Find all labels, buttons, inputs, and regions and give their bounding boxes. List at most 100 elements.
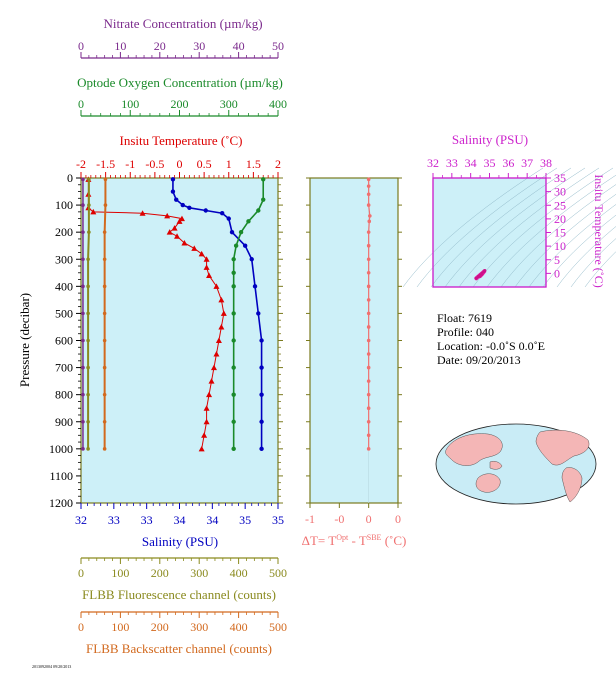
ts-x-tick-label: 37 — [521, 156, 533, 170]
temperature-point — [213, 283, 220, 289]
backscatter-series — [102, 177, 108, 451]
fluorescence-tick-label: 400 — [230, 566, 248, 580]
temperature-point — [164, 212, 171, 219]
delta-t-point — [366, 311, 371, 316]
oxygen-point — [231, 284, 236, 289]
delta-t-series — [366, 177, 372, 451]
temperature-point — [206, 391, 213, 398]
salinity-point — [187, 205, 192, 210]
delta-t-sup-sbe: SBE — [367, 533, 382, 542]
salinity-axis: 32 33 33 34 34 35 35 — [75, 503, 284, 527]
ts-x-tick-label: 35 — [484, 156, 496, 170]
backscatter-tick-label: 100 — [111, 620, 129, 634]
pressure-tick-label: 400 — [55, 279, 73, 293]
nitrate-tick-label: 20 — [154, 39, 166, 53]
pressure-tick-label: 500 — [55, 306, 73, 320]
oxygen-series — [231, 177, 266, 452]
nitrate-point — [81, 365, 85, 370]
oxygen-point — [256, 208, 261, 213]
fluorescence-point — [86, 311, 90, 316]
salinity-point — [259, 392, 264, 397]
fluorescence-tick-label: 500 — [269, 566, 287, 580]
salinity-point — [170, 177, 176, 182]
delta-t-point — [366, 203, 371, 207]
oxygen-point — [233, 243, 239, 248]
nitrate-point — [81, 392, 85, 397]
oxygen-tick-label: 200 — [171, 97, 189, 111]
nitrate-tick-label: 0 — [78, 39, 84, 53]
ts-isopycnal — [584, 251, 616, 288]
ts-isopycnal — [500, 184, 616, 288]
ts-isopycnal — [514, 193, 616, 288]
salinity-tick-label: 34 — [174, 513, 186, 527]
salinity-point — [226, 216, 231, 221]
backscatter-point — [102, 419, 107, 424]
profile-plot-area — [80, 177, 279, 504]
delta-t-tick-label: -1 — [305, 512, 315, 526]
ts-y-tick-label: 30 — [554, 185, 566, 199]
pressure-tick-label: 1000 — [49, 442, 73, 456]
salinity-point — [229, 229, 235, 235]
temperature-axis-title: Insitu Temperature (˚C) — [119, 133, 242, 148]
salinity-tick-label: 35 — [272, 513, 284, 527]
delta-t-point — [367, 219, 372, 224]
temperature-point — [198, 250, 205, 257]
info-float: Float: 7619 — [437, 311, 492, 325]
pressure-tick-label: 200 — [55, 225, 73, 239]
backscatter-point — [103, 203, 108, 207]
temperature-tick-label: -1 — [125, 157, 135, 171]
temperature-tick-label: 2 — [275, 157, 281, 171]
oxygen-point — [231, 446, 236, 452]
ts-plot-area — [432, 177, 547, 288]
ts-isopycnal — [444, 167, 586, 288]
salinity-point — [242, 243, 248, 248]
fluorescence-point — [86, 284, 90, 289]
delta-t-point — [366, 184, 371, 188]
delta-t-mid: - T — [348, 533, 367, 548]
fluorescence-point — [86, 447, 90, 451]
delta-t-tick-label: 0 — [395, 512, 401, 526]
ts-x-tick-label: 33 — [446, 156, 458, 170]
temperature-series — [85, 176, 227, 452]
ts-x-tick-label: 38 — [540, 156, 552, 170]
ts-point — [483, 269, 487, 273]
delta-t-axis-title: ΔT= TOpt - TSBE (˚C) — [302, 533, 407, 548]
world-map — [435, 423, 597, 505]
salinity-point — [256, 311, 261, 316]
temperature-point — [203, 264, 210, 270]
temperature-point — [210, 364, 217, 371]
oxygen-axis: 0 100 200 300 400 — [78, 97, 287, 117]
oxygen-point — [261, 177, 266, 182]
backscatter-tick-label: 500 — [269, 620, 287, 634]
ts-y-tick-label: 15 — [554, 226, 566, 240]
ts-y-tick-label: 35 — [554, 171, 566, 185]
oxygen-point — [261, 197, 266, 202]
temperature-tick-label: 1.5 — [246, 157, 261, 171]
nitrate-point — [81, 419, 85, 424]
pressure-tick-label: 1100 — [49, 469, 73, 483]
oxygen-axis-title: Optode Oxygen Concentration (µm/kg) — [77, 75, 283, 90]
ts-salinity-axis-title: Salinity (PSU) — [452, 132, 528, 147]
info-location: Location: -0.0˚S 0.0˚E — [437, 339, 545, 353]
temperature-point — [178, 215, 185, 222]
oxygen-point — [231, 419, 236, 424]
nitrate-point — [81, 230, 85, 234]
salinity-point — [203, 208, 208, 213]
delta-t-point — [366, 433, 371, 438]
temperature-point — [218, 323, 225, 330]
delta-t-point — [366, 270, 371, 275]
ts-isopycnal — [542, 214, 616, 288]
temperature-point — [206, 272, 213, 278]
ts-temperature-axis-title: Insitu Temperature (˚C) — [592, 174, 606, 288]
temperature-point — [176, 218, 183, 224]
fluorescence-tick-label: 100 — [111, 566, 129, 580]
delta-t-point — [366, 365, 371, 370]
fluorescence-point — [86, 338, 90, 343]
ts-isopycnal — [528, 204, 616, 288]
salinity-tick-label: 34 — [206, 513, 218, 527]
temperature-point — [198, 445, 205, 452]
pressure-tick-label: 700 — [55, 361, 73, 375]
salinity-tick-label: 35 — [239, 513, 251, 527]
pressure-tick-label: 800 — [55, 388, 73, 402]
